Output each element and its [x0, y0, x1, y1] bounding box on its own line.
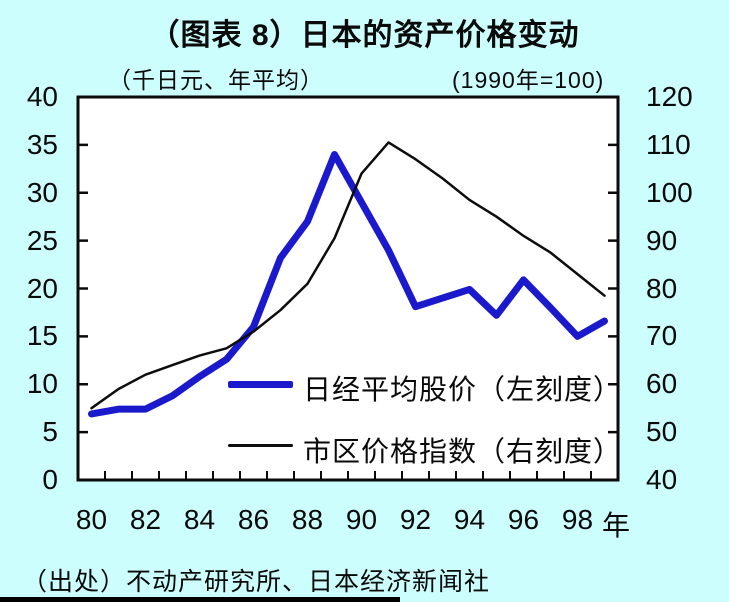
urban-index-legend-swatch [228, 444, 293, 447]
right-axis-tick-label: 40 [646, 464, 678, 495]
right-axis-tick-label: 50 [646, 416, 678, 448]
chart-title: （图表 8）日本的资产价格变动 [149, 19, 580, 52]
x-axis-tick-label: 94 [453, 504, 486, 535]
x-axis-tick-label: 82 [129, 504, 162, 535]
x-axis-tick-label: 88 [291, 504, 324, 535]
left-axis-tick-label: 10 [26, 368, 58, 400]
right-axis-tick-label: 70 [646, 320, 678, 352]
plot-frame [76, 95, 620, 482]
left-axis-tick-label: 0 [42, 464, 58, 495]
x-axis-tick-label: 98 [561, 504, 594, 535]
source-note: （出处）不动产研究所、日本经济新闻社 [22, 568, 491, 596]
x-axis-tick-label: 80 [75, 504, 108, 535]
nikkei-legend-label: 日经平均股价（左刻度） [303, 374, 623, 405]
x-axis-year-unit: 年 [601, 510, 630, 541]
left-axis-tick-label: 40 [26, 81, 58, 112]
x-axis-tick-label: 86 [237, 504, 270, 535]
x-axis-tick-label: 90 [345, 504, 378, 535]
urban-index-legend-label: 市区价格指数（右刻度） [303, 436, 623, 467]
x-axis-tick-label: 92 [399, 504, 432, 535]
right-axis-unit-label: (1990年=100) [452, 67, 605, 93]
left-axis-tick-label: 5 [42, 416, 58, 448]
left-axis-tick-label: 15 [26, 320, 58, 352]
nikkei-legend-swatch [228, 381, 293, 388]
right-axis-tick-label: 90 [646, 224, 678, 256]
left-axis-tick-label: 20 [26, 272, 58, 304]
left-axis-tick-label: 30 [26, 176, 58, 208]
left-axis-tick-label: 35 [26, 128, 58, 160]
x-axis-tick-label: 96 [507, 504, 540, 535]
bottom-edge-artifact-bar [0, 597, 400, 602]
right-axis-tick-label: 100 [646, 176, 693, 208]
x-axis-tick-label: 84 [183, 504, 216, 535]
left-axis-tick-label: 25 [26, 224, 58, 256]
urban-index-line [90, 141, 606, 410]
nikkei-line [88, 150, 608, 418]
right-axis-tick-label: 110 [646, 128, 691, 160]
left-axis-unit-label: （千日元、年平均） [108, 67, 324, 93]
right-axis-tick-label: 80 [646, 272, 678, 304]
right-axis-tick-label: 120 [646, 81, 693, 112]
right-axis-tick-label: 60 [646, 368, 678, 400]
